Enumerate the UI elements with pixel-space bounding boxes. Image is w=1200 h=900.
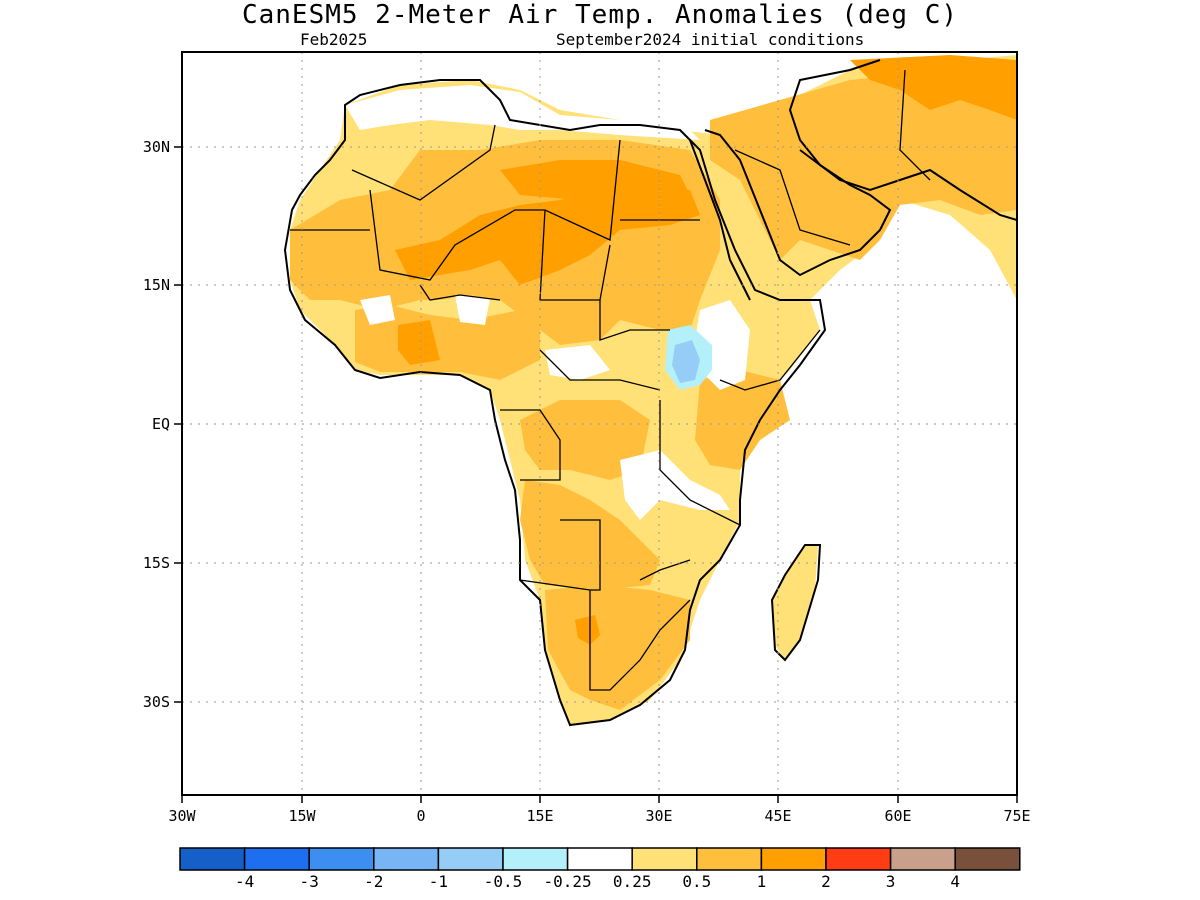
lon-label-60e: 60E [884,807,911,825]
lon-label-0: 0 [416,807,425,825]
central-orange [520,400,650,480]
colorbar-swatch [179,847,246,871]
colorbar-label: 0.25 [612,872,652,891]
colorbar [179,847,1021,871]
colorbar-label: 2 [821,872,831,891]
ivory-white [455,295,490,325]
lat-label-15s: 15S [143,554,170,572]
border-7 [419,284,501,301]
border-1 [351,124,496,201]
anomaly-field [290,55,1017,725]
south-africa-orange [545,585,690,710]
map-title: CanESM5 2-Meter Air Temp. Anomalies (deg… [241,0,959,30]
border-16 [899,69,931,181]
negative-anomaly-blue [672,340,700,383]
gulf-coastline [799,149,1017,221]
arabia-coastline [704,59,892,277]
border-12 [589,590,691,691]
lon-label-15e: 15E [526,807,553,825]
colorbar-label: -1 [428,872,449,891]
lat-label-15n: 15N [143,276,170,294]
border-4 [539,209,611,301]
lon-tick-labels: 30W 15W 0 15E 30E 45E 60E 75E [168,807,1030,825]
lon-label-30e: 30E [645,807,672,825]
coastlines [283,59,1017,727]
colorbar-swatch [308,847,375,871]
border-15 [719,329,821,391]
colorbar-label: 0.5 [682,872,712,891]
colorbar-label: 3 [885,872,896,891]
lon-label-15w: 15W [288,807,316,825]
colorbar-label: -4 [234,872,255,891]
colorbar-label: -0.25 [543,872,592,891]
colorbar-label: -0.5 [483,872,523,891]
colorbar-swatch [760,847,827,871]
border-2 [369,139,621,281]
lon-label-45e: 45E [764,807,791,825]
madagascar-coastline [770,544,822,662]
lat-label-30s: 30S [143,693,170,711]
valid-month: Feb2025 [300,30,368,49]
ghana-dark-orange [398,320,440,365]
congo-orange [520,480,660,590]
egypt-dark-orange [500,160,690,200]
colorbar-swatch [373,847,440,871]
country-borders [290,69,931,691]
arabia-orange [710,70,1017,260]
colorbar-swatch [566,847,633,871]
border-8 [539,349,661,391]
lat-label-30n: 30N [143,138,170,156]
initial-conditions: September2024 initial conditions [556,30,865,49]
colorbar-swatch [502,847,569,871]
colorbar-swatch [825,847,892,871]
gridlines [182,52,1017,795]
iran-dark-orange [850,55,1017,120]
border-14 [734,149,851,246]
red-sea-west [689,139,751,301]
lat-label-eq: EQ [152,415,170,433]
africa-coastline [283,79,827,727]
lon-label-30w: 30W [168,807,196,825]
lat-tick-labels: 30N 15N EQ 15S 30S [143,138,170,711]
colorbar-swatch [437,847,504,871]
colorbar-swatch [954,847,1021,871]
madagascar-shading [772,545,818,660]
lon-label-75e: 75E [1003,807,1030,825]
colorbar-label: 4 [950,872,961,891]
botswana-dark-orange [575,615,600,645]
border-11 [519,519,601,591]
colorbar-label: 1 [756,872,767,891]
mauritania-white [360,295,395,325]
border-5 [599,300,670,341]
colorbar-label: -2 [364,872,384,891]
colorbar-swatch [243,847,310,871]
colorbar-swatch [631,847,698,871]
tick-marks [174,146,1018,803]
east-africa-orange [695,370,790,470]
sahara-white [345,85,700,140]
sahel-dark-orange [395,185,700,285]
colorbar-label: -3 [299,872,319,891]
med-white [560,60,710,120]
colorbar-swatch [696,847,763,871]
colorbar-swatch [889,847,956,871]
west-africa-orange [355,305,540,380]
border-10 [659,400,741,526]
border-9 [500,409,561,481]
